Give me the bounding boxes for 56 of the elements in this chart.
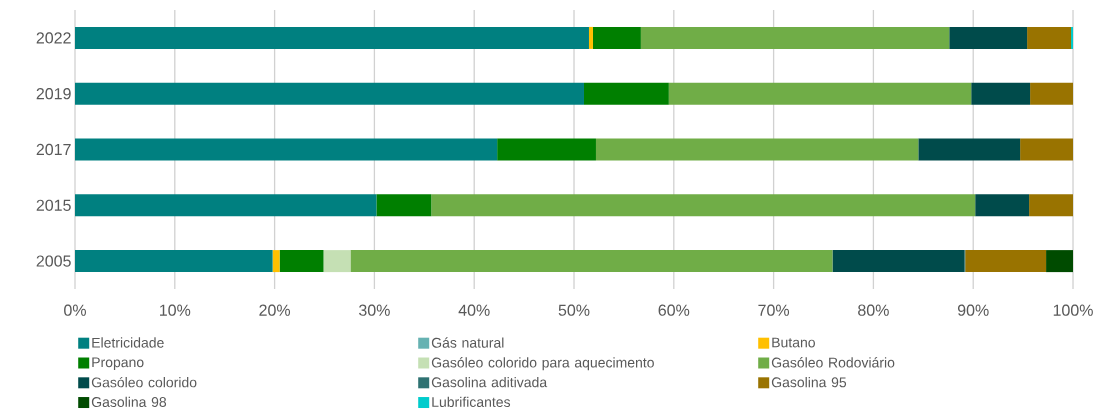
x-tick-label: 80% xyxy=(858,304,889,316)
x-tick-label: 50% xyxy=(558,304,590,316)
bar xyxy=(376,194,432,217)
x-tick-label: 40% xyxy=(458,304,490,316)
y-tick-label: 2017 xyxy=(36,143,71,156)
bar xyxy=(279,250,324,273)
bar xyxy=(75,138,498,161)
bar xyxy=(75,194,377,217)
bar xyxy=(949,26,1028,49)
legend-label: Gasolina 98 xyxy=(91,396,167,407)
x-tick-label: 90% xyxy=(957,304,989,316)
bar xyxy=(75,82,584,105)
legend-label: Gasolina aditivada xyxy=(431,376,548,388)
x-tick-label: 60% xyxy=(658,304,690,316)
bar xyxy=(1030,82,1074,105)
bar xyxy=(1029,194,1074,217)
bar xyxy=(1027,26,1072,49)
bar xyxy=(965,250,1047,273)
legend-label: Propano xyxy=(92,357,144,370)
bar xyxy=(323,250,351,273)
bar xyxy=(975,194,1030,217)
legend-label: Gasóleo Rodoviário xyxy=(771,357,895,368)
x-tick-label: 100% xyxy=(1053,304,1093,316)
legend-label: Gasolina 95 xyxy=(771,376,847,388)
bar xyxy=(918,138,1021,161)
bar xyxy=(595,138,919,161)
bar xyxy=(971,82,1031,105)
bar xyxy=(431,194,976,217)
x-tick-label: 30% xyxy=(359,304,390,316)
y-tick-label: 2005 xyxy=(36,255,71,267)
bar xyxy=(668,82,972,105)
legend-label: Gasóleo colorido para aquecimento xyxy=(431,357,654,371)
bar xyxy=(350,250,833,273)
bar xyxy=(75,250,273,273)
x-tick-label: 10% xyxy=(160,304,191,316)
bar xyxy=(832,250,965,273)
bar xyxy=(1020,138,1074,161)
x-tick-label: 20% xyxy=(259,304,291,316)
x-tick-label: 0% xyxy=(64,304,86,316)
y-tick-label: 2019 xyxy=(36,88,71,100)
legend-label: Eletricidade xyxy=(92,337,164,348)
bar xyxy=(583,82,669,105)
legend-label: Butano xyxy=(772,337,815,348)
legend-label: Gás natural xyxy=(431,337,504,348)
bar xyxy=(1046,250,1074,273)
bar xyxy=(588,26,593,49)
y-tick-label: 2022 xyxy=(36,32,71,44)
y-tick-label: 2015 xyxy=(36,199,71,211)
bar xyxy=(497,138,596,161)
legend-label: Lubrificantes xyxy=(432,396,511,407)
legend-label: Gasóleo colorido xyxy=(91,376,197,388)
bar xyxy=(272,250,280,273)
bar xyxy=(592,26,641,49)
x-tick-label: 70% xyxy=(758,304,790,316)
bar xyxy=(75,26,589,49)
bar xyxy=(640,26,950,49)
